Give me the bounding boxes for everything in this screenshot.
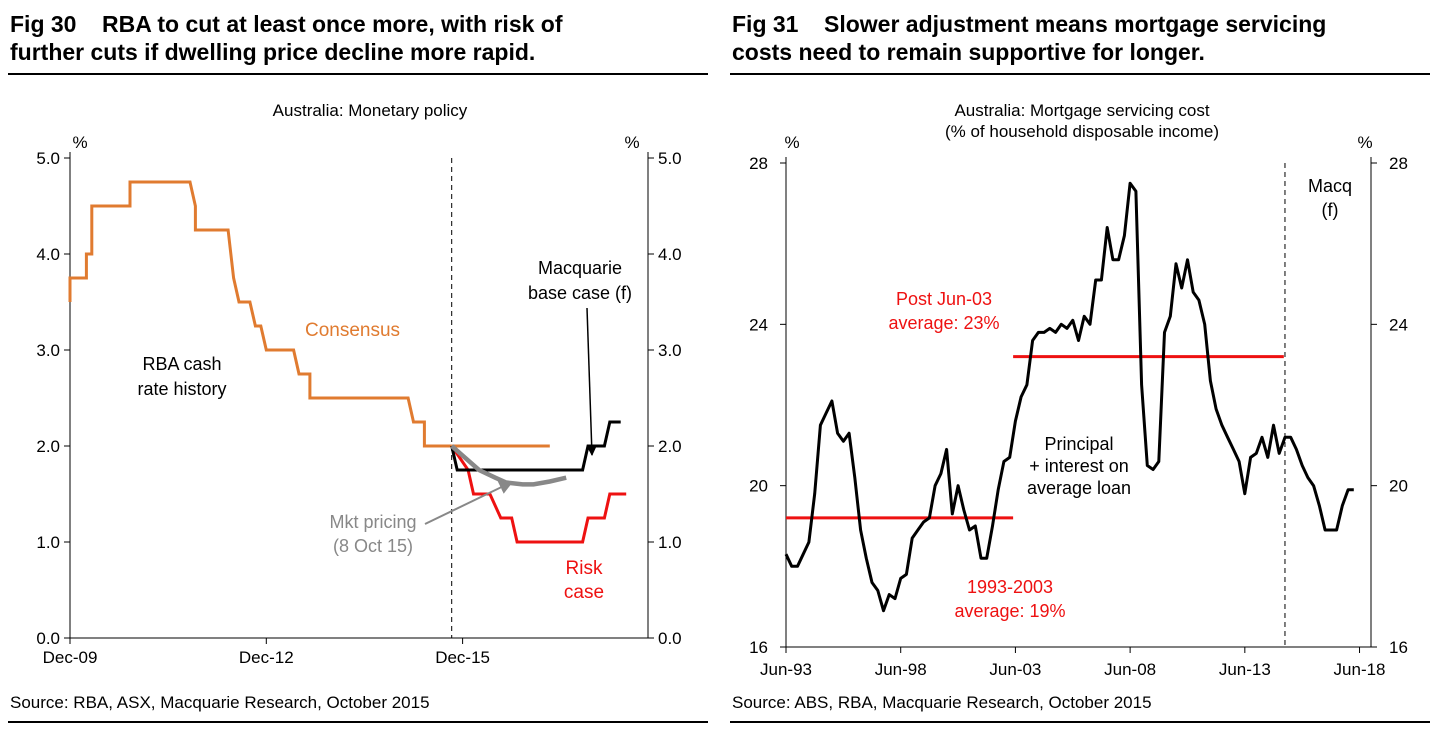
- x-tick-label: Dec-15: [435, 648, 490, 667]
- x-tick-label: Jun-08: [1104, 660, 1156, 679]
- figure-30-title-line1: RBA to cut at least once more, with risk…: [102, 11, 563, 37]
- label-principal-interest-3: average loan: [1027, 478, 1131, 498]
- y-tick-label-right: 24: [1389, 315, 1408, 334]
- label-risk-case-1: Risk: [566, 558, 603, 579]
- y-tick-label-left: 28: [749, 154, 768, 173]
- label-base-case-2: base case (f): [528, 283, 632, 303]
- y-tick-label-left: 16: [749, 638, 768, 657]
- figure-30-bottom-rule: [8, 721, 708, 723]
- y-tick-label-left: 1.0: [36, 533, 60, 552]
- figure-31-title-line2: costs need to remain supportive for long…: [732, 39, 1205, 65]
- arrow-market-pricing: [424, 481, 514, 525]
- series-rba-cash-rate-line: [68, 180, 452, 448]
- figure-31-source: Source: ABS, RBA, Macquarie Research, Oc…: [732, 693, 1152, 712]
- label-risk-case-2: case: [564, 582, 604, 603]
- figure-31-title-line1: Slower adjustment means mortgage servici…: [824, 11, 1327, 37]
- series-mortgage-cost-line: [784, 181, 1354, 613]
- y-tick-label-right: 3.0: [658, 341, 682, 360]
- figure-31-title: Fig 31 Slower adjustment means mortgage s…: [732, 10, 1326, 66]
- monetary-policy-chart: 0.0 0.0 1.0 1.0 2.0 2.0 3.0 3.0 4.0 4.0 5.0 5.0% % De…: [36, 101, 682, 667]
- label-rba-cash-rate-1: RBA cash: [142, 354, 221, 374]
- label-forecast-2: (f): [1322, 200, 1339, 220]
- y-tick-label-right: 0.0: [658, 629, 682, 648]
- label-1993-2003-average-2: average: 19%: [954, 601, 1065, 621]
- y-unit-right: %: [1357, 133, 1372, 152]
- label-consensus: Consensus: [305, 320, 400, 341]
- y-tick-label-right: 1.0: [658, 533, 682, 552]
- y-tick-label-right: 20: [1389, 477, 1408, 496]
- figure-30-panel: Fig 30 RBA to cut at least once more, wit…: [8, 10, 708, 723]
- figure-31-bottom-rule: [730, 721, 1430, 723]
- chart-title-line1: Australia: Mortgage servicing cost: [954, 101, 1209, 120]
- mortgage-servicing-chart: 16 16 20 20 24 24 28 28% % Jun-93 Jun-98 Jun-03 Jun-…: [749, 101, 1408, 679]
- figure-31-number: Fig 31: [732, 11, 799, 37]
- y-tick-label-left: 2.0: [36, 437, 60, 456]
- label-principal-interest-2: + interest on: [1029, 456, 1129, 476]
- figure-30-number: Fig 30: [10, 11, 77, 37]
- arrow-base-case: [586, 307, 597, 457]
- label-base-case-1: Macquarie: [538, 258, 622, 278]
- y-unit-right: %: [624, 133, 639, 152]
- figure-30-source: Source: RBA, ASX, Macquarie Research, Oc…: [10, 693, 430, 712]
- y-tick-label-right: 16: [1389, 638, 1408, 657]
- x-tick-label: Jun-03: [989, 660, 1041, 679]
- label-post-2003-average-1: Post Jun-03: [896, 289, 992, 309]
- x-tick-label: Jun-93: [760, 660, 812, 679]
- x-tick-label: Jun-18: [1334, 660, 1386, 679]
- label-1993-2003-average-1: 1993-2003: [967, 577, 1053, 597]
- label-forecast-1: Macq: [1308, 176, 1352, 196]
- label-post-2003-average-2: average: 23%: [888, 313, 999, 333]
- y-tick-label-right: 5.0: [658, 149, 682, 168]
- label-principal-interest-1: Principal: [1044, 434, 1113, 454]
- y-tick-label-left: 20: [749, 477, 768, 496]
- figure-30-title-rule: [8, 73, 708, 75]
- y-tick-label-left: 5.0: [36, 149, 60, 168]
- y-tick-label-left: 0.0: [36, 629, 60, 648]
- y-tick-label-right: 4.0: [658, 245, 682, 264]
- figure-30-title-line2: further cuts if dwelling price decline m…: [10, 39, 536, 65]
- figure-30-title: Fig 30 RBA to cut at least once more, wit…: [10, 10, 563, 66]
- chart-title: Australia: Monetary policy: [273, 101, 468, 120]
- label-market-pricing-2: (8 Oct 15): [333, 536, 413, 556]
- y-tick-label-left: 24: [749, 315, 768, 334]
- x-tick-label: Jun-13: [1219, 660, 1271, 679]
- label-rba-cash-rate-2: rate history: [137, 379, 226, 399]
- y-tick-label-right: 28: [1389, 154, 1408, 173]
- y-tick-label-right: 2.0: [658, 437, 682, 456]
- chart-title-line2: (% of household disposable income): [945, 122, 1219, 141]
- x-tick-label: Jun-98: [875, 660, 927, 679]
- label-market-pricing-1: Mkt pricing: [329, 512, 416, 532]
- y-tick-label-left: 3.0: [36, 341, 60, 360]
- y-unit-left: %: [784, 133, 799, 152]
- x-tick-label: Dec-09: [43, 648, 98, 667]
- figure-31-panel: Fig 31 Slower adjustment means mortgage s…: [720, 0, 1440, 743]
- y-tick-label-left: 4.0: [36, 245, 60, 264]
- x-tick-label: Dec-12: [239, 648, 294, 667]
- series-risk-case-line: [450, 445, 627, 544]
- y-unit-left: %: [72, 133, 87, 152]
- figure-31-title-rule: [730, 73, 1430, 75]
